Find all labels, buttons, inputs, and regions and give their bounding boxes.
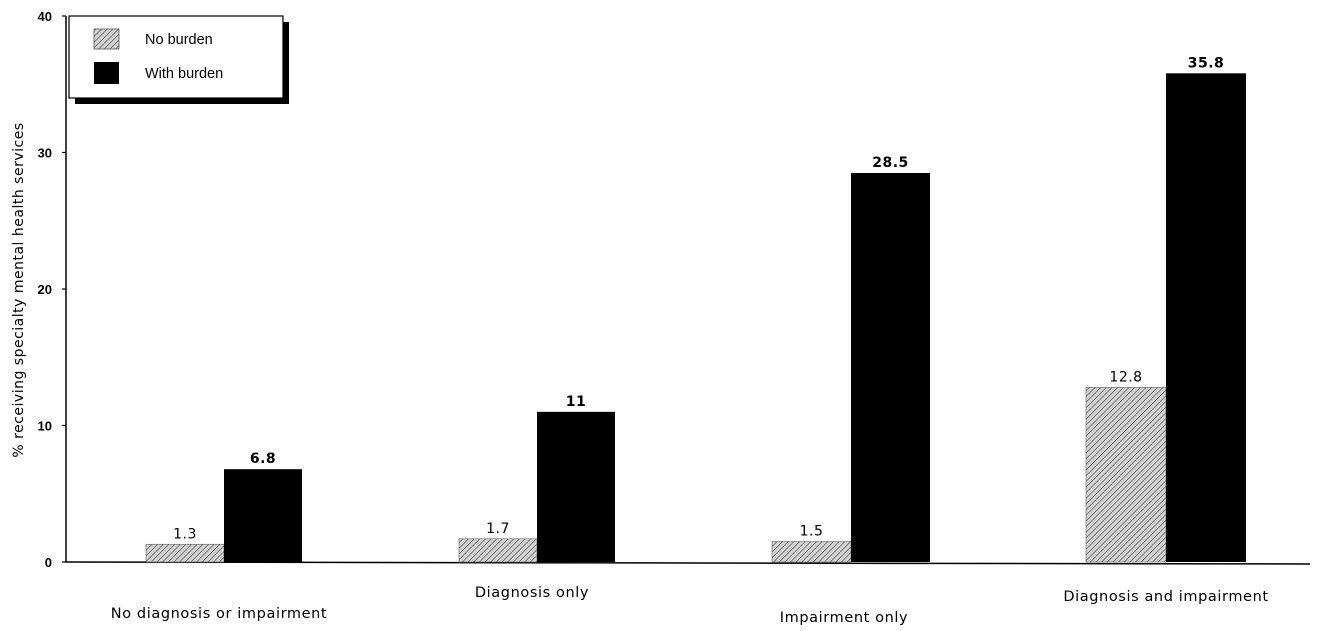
bar-no-burden-4 <box>1085 386 1167 563</box>
category-label-3: Impairment only <box>780 610 908 626</box>
legend: No burden With burden <box>68 15 289 104</box>
y-axis-label: % receiving specialty mental health serv… <box>11 122 27 457</box>
category-label-2: Diagnosis only <box>475 585 589 601</box>
value-label-with-burden-1: 6.8 <box>250 451 276 467</box>
bar-with-burden-3 <box>851 172 930 562</box>
y-axis-ticks: 0 10 20 30 40 <box>38 9 66 570</box>
value-label-no-burden-4: 12.8 <box>1109 369 1142 385</box>
value-label-with-burden-3: 28.5 <box>872 155 909 171</box>
x-axis-line <box>65 561 1311 565</box>
value-label-with-burden-4: 35.8 <box>1188 55 1225 71</box>
value-labels-group: 1.3 1.7 1.5 12.8 6.8 11 28.5 35.8 <box>173 55 1224 542</box>
legend-label-with-burden: With burden <box>145 66 223 82</box>
y-tick-label-2: 20 <box>38 282 52 297</box>
legend-swatch-with-burden <box>94 62 119 84</box>
bar-no-burden-1 <box>145 543 225 563</box>
category-label-4: Diagnosis and impairment <box>1063 589 1268 605</box>
y-tick-label-3: 30 <box>38 146 52 161</box>
bar-no-burden-3 <box>771 541 852 563</box>
bar-with-burden-2 <box>537 411 615 562</box>
y-tick-label-0: 0 <box>45 555 52 570</box>
y-tick-label-4: 40 <box>38 9 52 24</box>
category-label-1: No diagnosis or impairment <box>111 606 327 622</box>
legend-box <box>68 15 284 99</box>
value-label-no-burden-2: 1.7 <box>486 521 510 537</box>
bar-with-burden-4 <box>1166 73 1246 562</box>
bar-no-burden-2 <box>458 538 538 563</box>
bar-with-burden-1 <box>224 469 302 562</box>
bar-series-group <box>145 73 1246 563</box>
value-label-no-burden-3: 1.5 <box>800 524 824 540</box>
y-tick-label-1: 10 <box>38 419 52 434</box>
value-label-with-burden-2: 11 <box>566 394 586 410</box>
legend-label-no-burden: No burden <box>145 32 213 48</box>
value-label-no-burden-1: 1.3 <box>173 526 197 542</box>
legend-swatch-no-burden <box>93 28 120 50</box>
